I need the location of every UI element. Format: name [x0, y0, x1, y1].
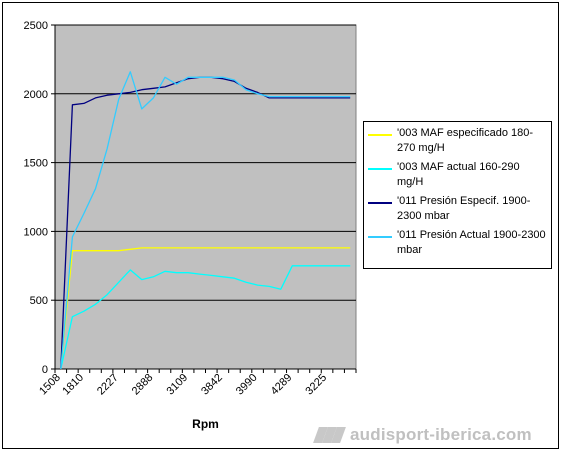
legend-item-maf-specified: '003 MAF especificado 180-270 mg/H [368, 126, 547, 156]
x-tick-label: 1810 [60, 372, 86, 398]
x-tick-label: 3109 [164, 372, 190, 398]
watermark: audisport-iberica.com [313, 424, 532, 446]
series-line-1 [60, 247, 351, 370]
x-tick-label: 3225 [303, 372, 329, 398]
watermark-logo-icon [313, 427, 346, 443]
legend-label-pressure-actual: '011 Presión Actual 1900-2300 mbar [397, 229, 546, 256]
y-tick-label: 0 [42, 364, 48, 376]
legend-label-maf-actual: '003 MAF actual 160-290 mg/H [397, 161, 520, 188]
y-tick-label: 500 [30, 295, 48, 307]
legend-swatch-maf-actual [368, 168, 392, 170]
plot-area [54, 24, 357, 370]
y-tick-label: 2500 [24, 20, 48, 32]
legend-swatch-pressure-actual [368, 236, 392, 238]
x-tick-label: 2227 [95, 372, 121, 398]
legend-swatch-pressure-specified [368, 202, 392, 204]
series-line-2 [60, 265, 351, 370]
legend-item-pressure-specified: '011 Presión Especif. 1900-2300 mbar [368, 194, 547, 224]
y-tick-label: 2000 [24, 89, 48, 101]
legend-label-pressure-specified: '011 Presión Especif. 1900-2300 mbar [397, 195, 531, 222]
x-tick-label: 4289 [269, 372, 295, 398]
x-axis-title: Rpm [192, 417, 219, 431]
y-tick-label: 1500 [24, 158, 48, 170]
x-tick-label: 2888 [130, 372, 156, 398]
chart-legend: '003 MAF especificado 180-270 mg/H '003 … [363, 121, 552, 269]
series-line-4 [60, 71, 351, 370]
y-tick-label: 1000 [24, 226, 48, 238]
legend-swatch-maf-specified [368, 134, 392, 136]
x-tick-label: 3842 [199, 372, 225, 398]
legend-item-pressure-actual: '011 Presión Actual 1900-2300 mbar [368, 228, 547, 258]
watermark-text: audisport-iberica.com [350, 425, 532, 444]
legend-item-maf-actual: '003 MAF actual 160-290 mg/H [368, 160, 547, 190]
legend-label-maf-specified: '003 MAF especificado 180-270 mg/H [397, 127, 534, 154]
x-tick-label: 3990 [234, 372, 260, 398]
